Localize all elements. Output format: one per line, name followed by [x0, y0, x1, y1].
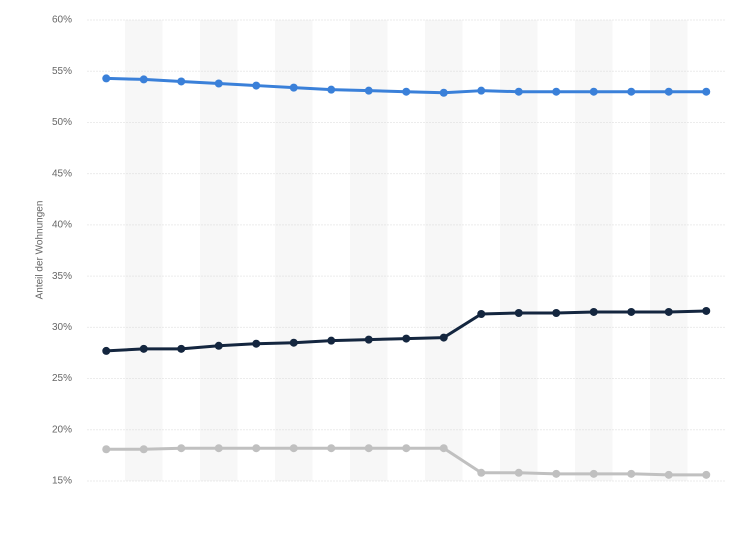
data-point: [402, 334, 411, 343]
y-tick-label: 20%: [52, 424, 72, 435]
y-tick-label: 30%: [52, 322, 72, 333]
data-point: [102, 445, 111, 454]
data-point: [327, 336, 336, 345]
data-point: [289, 444, 298, 453]
data-point: [514, 308, 523, 317]
data-point: [664, 307, 673, 316]
data-point: [139, 344, 148, 353]
data-point: [102, 346, 111, 355]
column-band: [425, 20, 463, 481]
column-band: [125, 20, 163, 481]
y-tick-label: 25%: [52, 373, 72, 384]
data-point: [439, 444, 448, 453]
data-point: [177, 77, 186, 86]
data-point: [552, 87, 561, 96]
y-tick-label: 15%: [52, 476, 72, 487]
data-point: [402, 87, 411, 96]
data-point: [702, 470, 711, 479]
y-tick-label: 50%: [52, 117, 72, 128]
data-point: [402, 444, 411, 453]
data-point: [627, 469, 636, 478]
data-point: [702, 87, 711, 96]
y-axis-label: Anteil der Wohnungen: [35, 201, 46, 300]
data-point: [589, 87, 598, 96]
data-point: [252, 339, 261, 348]
data-point: [477, 310, 486, 319]
data-point: [439, 88, 448, 97]
data-point: [102, 74, 111, 83]
data-point: [177, 444, 186, 453]
column-band: [350, 20, 388, 481]
y-tick-label: 40%: [52, 220, 72, 231]
data-point: [589, 469, 598, 478]
series-line: [106, 309, 707, 353]
data-point: [514, 87, 523, 96]
data-point: [327, 444, 336, 453]
data-point: [214, 79, 223, 88]
data-point: [214, 341, 223, 350]
data-point: [552, 469, 561, 478]
data-point: [589, 307, 598, 316]
data-point: [289, 83, 298, 92]
data-point: [439, 333, 448, 342]
data-point: [477, 86, 486, 95]
data-point: [252, 81, 261, 90]
data-point: [702, 306, 711, 315]
data-point: [552, 308, 561, 317]
column-band: [650, 20, 688, 481]
y-tick-label: 55%: [52, 66, 72, 77]
column-band: [275, 20, 313, 481]
column-band: [575, 20, 613, 481]
data-point: [252, 444, 261, 453]
bands: [125, 20, 688, 481]
data-point: [664, 87, 673, 96]
data-point: [627, 87, 636, 96]
data-point: [327, 85, 336, 94]
data-point: [627, 307, 636, 316]
data-point: [664, 470, 673, 479]
data-point: [139, 445, 148, 454]
data-point: [364, 86, 373, 95]
data-point: [214, 444, 223, 453]
data-point: [364, 335, 373, 344]
y-tick-label: 35%: [52, 271, 72, 282]
data-point: [364, 444, 373, 453]
data-point: [139, 75, 148, 84]
data-point: [177, 344, 186, 353]
column-band: [500, 20, 538, 481]
column-band: [200, 20, 238, 481]
data-point: [514, 468, 523, 477]
data-point: [289, 338, 298, 347]
data-point: [477, 468, 486, 477]
y-tick-label: 60%: [52, 15, 72, 26]
y-tick-label: 45%: [52, 168, 72, 179]
